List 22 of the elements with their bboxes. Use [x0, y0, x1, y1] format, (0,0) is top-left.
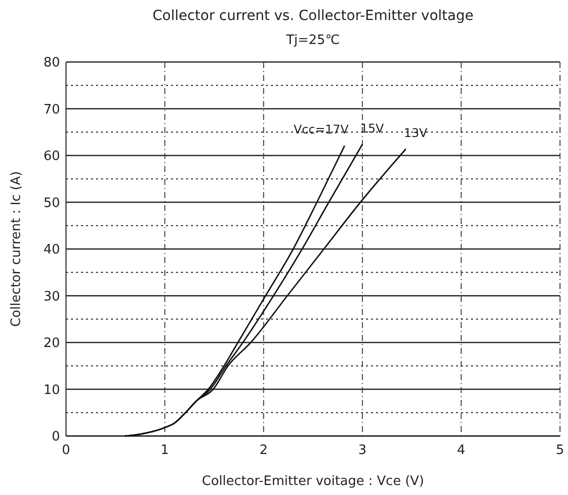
x-tick-label: 4 [457, 443, 466, 458]
y-tick-label: 50 [43, 196, 60, 211]
y-tick-label: 40 [43, 242, 60, 258]
x-tick-label: 5 [556, 443, 564, 458]
y-tick-label: 0 [52, 430, 60, 445]
y-tick-label: 60 [43, 149, 60, 164]
y-tick-label: 80 [43, 56, 60, 71]
y-tick-label: 30 [43, 289, 60, 304]
chart-subtitle: Tj=25℃ [285, 33, 340, 48]
y-axis-title: Collector current : Ic (A) [9, 171, 24, 327]
x-tick-label: 2 [259, 443, 268, 458]
y-tick-label: 20 [43, 336, 60, 352]
x-tick-label: 1 [160, 443, 169, 458]
series-label: 15V [360, 121, 385, 136]
x-tick-label: 3 [358, 443, 367, 458]
x-axis-title: Collector-Emitter voitage : Vce (V) [202, 474, 424, 489]
chart-title: Collector current vs. Collector-Emitter voltage [152, 8, 474, 24]
series-label: 13V [404, 126, 428, 140]
series-label: Vcc=17V [294, 122, 350, 137]
x-tick-label: 0 [62, 443, 70, 458]
y-tick-label: 70 [43, 102, 60, 118]
y-tick-label: 10 [43, 382, 60, 398]
